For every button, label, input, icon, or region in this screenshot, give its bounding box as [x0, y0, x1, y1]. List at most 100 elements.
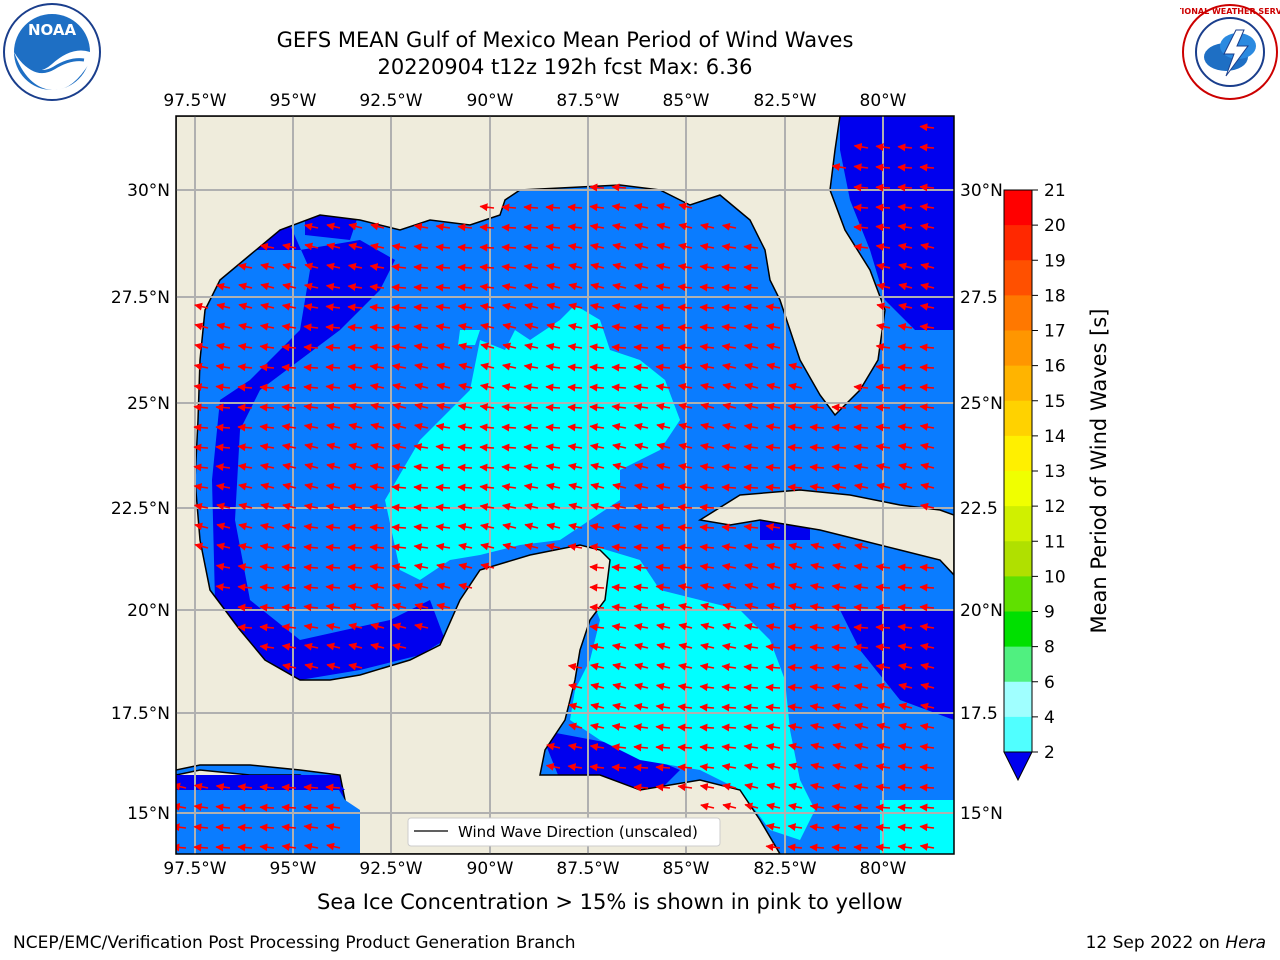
- wind-arrow: [876, 702, 891, 711]
- wind-arrow: [721, 483, 737, 492]
- wind-arrow: [457, 463, 473, 472]
- wind-arrow: [545, 443, 561, 452]
- wind-arrow: [743, 443, 759, 452]
- wind-arrow: [700, 382, 715, 391]
- colorbar-tick-label: 8: [1044, 638, 1055, 658]
- wind-arrow: [898, 482, 913, 491]
- wind-arrow: [787, 602, 803, 611]
- wind-arrow: [898, 662, 913, 671]
- wind-arrow: [193, 362, 209, 371]
- wind-arrow: [567, 242, 583, 251]
- wind-arrow: [788, 782, 803, 791]
- wind-arrow: [853, 463, 869, 471]
- wind-arrow: [370, 602, 385, 611]
- wind-arrow: [898, 282, 913, 291]
- wind-arrow: [436, 582, 451, 591]
- wind-arrow: [920, 442, 935, 451]
- footer-date: 12 Sep 2022 on Hera: [1086, 933, 1266, 953]
- colorbar-segment: [1004, 471, 1032, 507]
- wind-arrow: [501, 483, 517, 492]
- wind-arrow: [281, 823, 297, 832]
- wind-arrow: [919, 623, 935, 632]
- wind-arrow: [237, 423, 253, 432]
- wind-arrow: [260, 522, 275, 531]
- wind-arrow: [655, 743, 671, 752]
- wind-arrow: [457, 522, 473, 531]
- wind-arrow: [567, 662, 583, 671]
- wind-arrow: [876, 722, 891, 731]
- wind-arrow: [700, 402, 715, 411]
- wind-arrow: [215, 363, 231, 371]
- colorbar-segment: [1004, 541, 1032, 577]
- wind-arrow: [303, 303, 319, 311]
- wind-arrow: [655, 383, 671, 392]
- wind-arrow: [853, 643, 869, 652]
- wind-arrow: [589, 323, 605, 331]
- wind-arrow: [787, 703, 803, 712]
- wind-arrow: [832, 562, 847, 571]
- wind-arrow: [611, 363, 627, 372]
- wind-arrow: [369, 503, 385, 512]
- wind-arrow: [215, 562, 231, 571]
- wind-arrow: [501, 443, 517, 452]
- wind-arrow: [303, 543, 319, 552]
- wind-arrow: [589, 343, 605, 352]
- wind-arrow: [898, 682, 913, 691]
- wind-arrow: [194, 322, 209, 331]
- wind-arrow: [721, 523, 737, 532]
- wind-arrow: [897, 823, 913, 832]
- wind-arrow: [897, 163, 913, 172]
- colorbar-tick-label: 4: [1044, 708, 1055, 728]
- wind-arrow: [919, 743, 935, 752]
- wind-arrow: [325, 503, 341, 512]
- wind-arrow: [677, 523, 693, 532]
- wind-arrow: [744, 562, 759, 571]
- wind-arrow: [325, 383, 341, 392]
- wind-arrow: [259, 543, 275, 551]
- wind-arrow: [590, 282, 605, 291]
- wind-arrow: [413, 443, 429, 451]
- wind-arrow: [259, 423, 275, 432]
- wind-arrow: [699, 582, 715, 591]
- wind-arrow: [655, 303, 671, 312]
- lon-label-top: 87.5°W: [556, 91, 619, 111]
- wind-arrow: [303, 583, 319, 592]
- wind-arrow: [655, 682, 671, 691]
- wind-arrow: [568, 262, 583, 271]
- wind-arrow: [721, 562, 737, 571]
- wind-arrow: [458, 582, 473, 591]
- wind-arrow: [787, 463, 803, 472]
- wind-arrow: [677, 283, 693, 292]
- wind-arrow: [677, 783, 693, 792]
- wind-arrow: [259, 803, 275, 812]
- wind-arrow: [699, 483, 715, 492]
- wind-arrow: [633, 603, 649, 612]
- wind-arrow: [369, 323, 385, 332]
- wind-arrow: [480, 322, 495, 331]
- wind-arrow: [348, 462, 363, 471]
- wind-arrow: [281, 442, 297, 451]
- wind-arrow: [699, 503, 715, 512]
- wind-arrow: [722, 362, 737, 371]
- wind-arrow: [391, 483, 407, 492]
- wind-arrow: [259, 383, 275, 392]
- wind-arrow: [457, 223, 473, 232]
- wind-arrow: [413, 303, 429, 312]
- wind-arrow: [897, 223, 913, 232]
- wind-arrow: [480, 542, 495, 551]
- wind-arrow: [787, 722, 803, 731]
- wind-arrow: [216, 502, 231, 511]
- wind-arrow: [677, 382, 693, 391]
- wind-arrow: [413, 503, 429, 512]
- wind-arrow: [897, 183, 913, 192]
- wind-arrow: [436, 362, 451, 371]
- wind-arrow: [458, 542, 473, 551]
- wind-arrow: [677, 583, 693, 591]
- wind-arrow: [303, 502, 319, 511]
- wind-arrow: [699, 242, 715, 251]
- wind-arrow: [854, 542, 869, 551]
- wind-arrow: [546, 322, 561, 331]
- wind-arrow: [765, 523, 781, 531]
- wind-arrow: [722, 782, 737, 791]
- colorbar-segment: [1004, 225, 1032, 261]
